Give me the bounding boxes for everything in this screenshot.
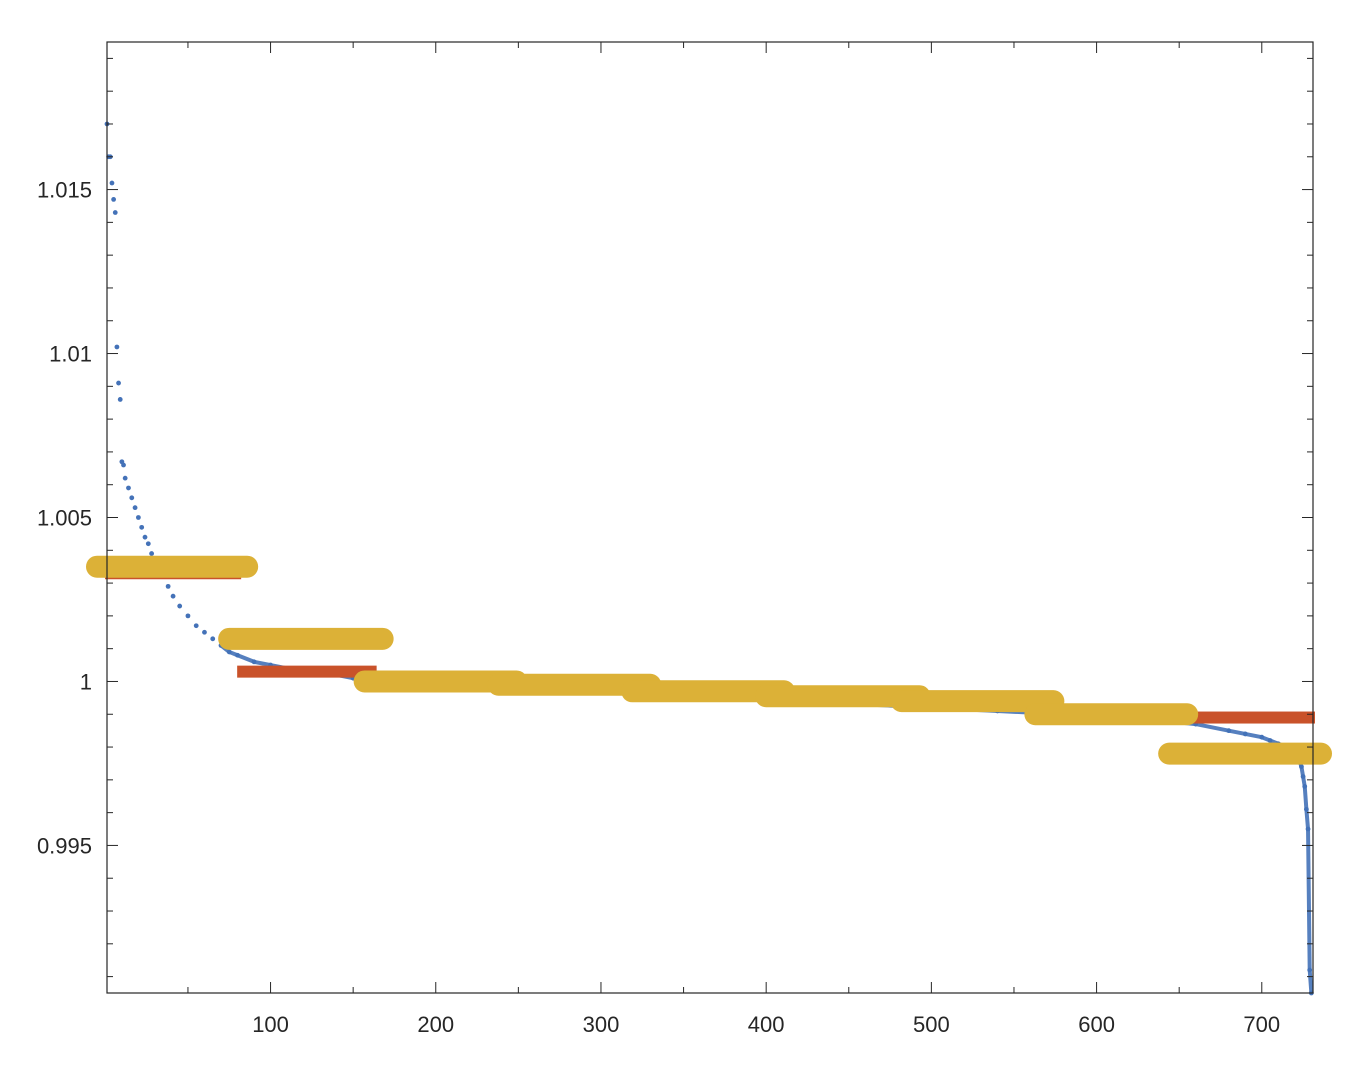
x-tick-label: 700 [1243,1012,1280,1037]
series-1-point [126,485,131,491]
series-1-point [116,380,121,386]
series-1-point [165,583,171,589]
series-layer [86,121,1332,996]
series-1-point [117,397,123,402]
series-1-point [177,603,183,609]
series-1-point [142,534,148,540]
series-3 [86,555,1332,765]
axes-layer: 100 200 300 400 500 600 700 0.995 1 1.005 1.01 1.01… [37,41,1314,1037]
y-tick-label: 1.005 [37,506,92,531]
series-1-point [122,475,128,481]
series-1-point [135,515,141,520]
x-tick-label: 200 [417,1012,454,1037]
series-1-point [149,551,155,556]
series-1-point [139,524,145,530]
series-1-point [145,541,151,547]
series-1-point [170,593,176,599]
y-tick-label: 1 [80,669,92,694]
series-1-point [129,495,135,501]
axes-box [106,41,1314,994]
x-tick-label: 600 [1078,1012,1115,1037]
series-1 [104,121,1314,996]
series-1-point [193,623,199,629]
series-1-point [202,629,207,635]
series-1-point [109,180,115,186]
series-2-segment [237,665,377,678]
x-tick-label: 500 [913,1012,950,1037]
y-tick-label: 1.015 [37,178,92,203]
series-1-point [112,210,118,215]
y-tick-label: 1.01 [49,342,92,367]
x-tick-label: 100 [252,1012,289,1037]
x-tick-label: 300 [583,1012,620,1037]
series-1-point [114,344,120,350]
x-tick-label: 400 [748,1012,785,1037]
series-2-segment [1177,711,1315,724]
y-tick-label: 0.995 [37,833,92,858]
series-1-point [185,613,191,619]
series-1-point [111,197,117,202]
series-1-point [121,462,126,468]
series-1-point [210,636,216,642]
series-1-point [132,505,138,511]
